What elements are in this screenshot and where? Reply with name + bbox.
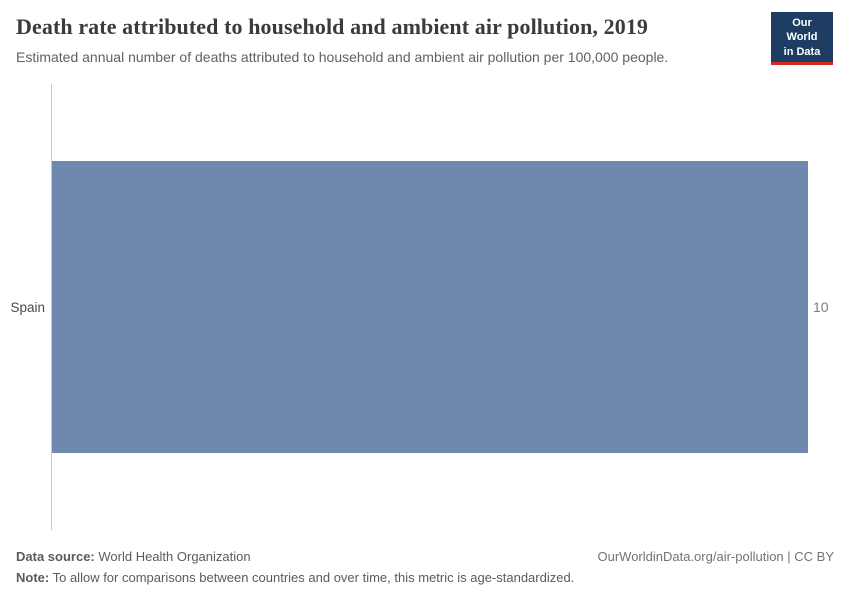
bar-spain[interactable] <box>52 161 808 453</box>
data-source-label: Data source: <box>16 549 95 564</box>
footer-attribution[interactable]: OurWorldinData.org/air-pollution | CC BY <box>597 549 834 564</box>
page-subtitle: Estimated annual number of deaths attrib… <box>16 49 669 65</box>
bar-category-label: Spain <box>10 300 45 315</box>
footer-note-line: Note: To allow for comparisons between c… <box>16 570 834 586</box>
footer-source-line: OurWorldinData.org/air-pollution | CC BY… <box>16 549 834 565</box>
note-value: To allow for comparisons between countri… <box>52 570 575 585</box>
data-source-value: World Health Organization <box>98 549 251 564</box>
note-label: Note: <box>16 570 50 585</box>
owid-logo[interactable]: Our World in Data <box>771 12 833 65</box>
owid-logo-line1: Our World <box>786 17 818 44</box>
y-axis-line <box>51 84 52 530</box>
bar-value-label: 10 <box>813 299 829 315</box>
page-title: Death rate attributed to household and a… <box>16 14 649 39</box>
plot-area <box>52 161 808 453</box>
owid-logo-line2: in Data <box>783 45 821 58</box>
